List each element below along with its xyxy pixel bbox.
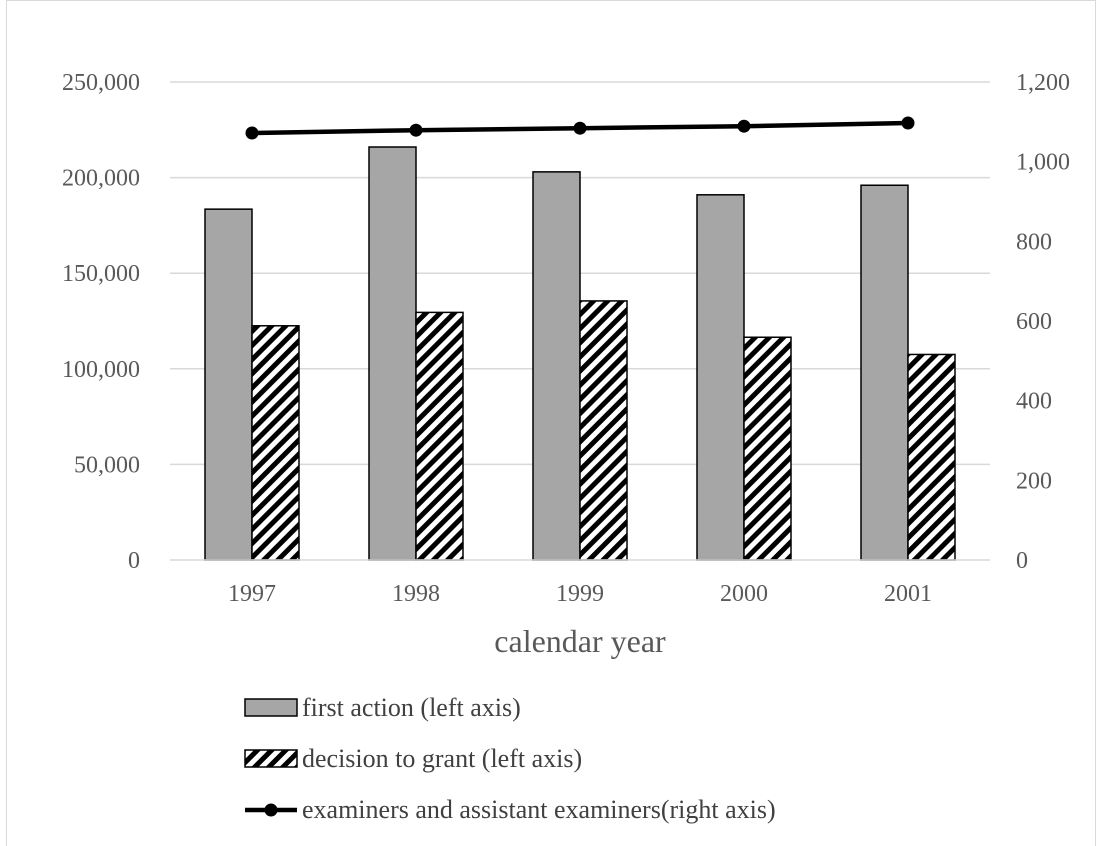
first-action-bar xyxy=(860,184,909,561)
examiners-point xyxy=(245,126,259,140)
right-axis-tick-label: 400 xyxy=(1016,389,1052,415)
right-axis-tick-label: 800 xyxy=(1016,229,1052,255)
right-axis-tick-label: 200 xyxy=(1016,468,1052,494)
decision-bar xyxy=(579,300,628,561)
examiners-point xyxy=(409,123,423,137)
legend-label: first action (left axis) xyxy=(302,693,521,722)
axes: 0 50,000 100,000 150,000 200,000 250,000 0 200 4… xyxy=(62,70,1070,607)
legend-swatch xyxy=(244,698,298,717)
left-axis-tick-label: 100,000 xyxy=(62,357,140,383)
left-axis-tick-label: 250,000 xyxy=(62,70,140,96)
first-action-bar xyxy=(368,146,417,561)
x-axis-tick-label: 1998 xyxy=(392,581,440,607)
right-axis-tick-label: 1,000 xyxy=(1016,150,1070,176)
x-axis-tick-label: 1999 xyxy=(556,581,604,607)
decision-bar xyxy=(907,353,956,561)
right-axis-tick-label: 600 xyxy=(1016,309,1052,335)
x-axis-tick-label: 1997 xyxy=(228,581,276,607)
examiners-point xyxy=(901,116,915,130)
decision-bar xyxy=(251,325,300,561)
x-axis-label: calendar year xyxy=(494,623,666,659)
right-axis-tick-label: 1,200 xyxy=(1016,70,1070,96)
legend-swatch xyxy=(244,749,298,768)
left-axis-tick-label: 0 xyxy=(128,548,140,574)
first-action-bar xyxy=(532,171,581,561)
examiners-point xyxy=(573,121,587,135)
first-action-bar xyxy=(204,208,253,561)
legend-label: examiners and assistant examiners(right … xyxy=(302,795,776,824)
left-axis-tick-label: 150,000 xyxy=(62,261,140,287)
chart-frame xyxy=(6,0,1096,846)
x-axis-tick-label: 2001 xyxy=(884,581,932,607)
first-action-bar xyxy=(696,194,745,561)
examiners-point xyxy=(737,119,751,133)
bars xyxy=(204,146,956,561)
legend-label: decision to grant (left axis) xyxy=(302,744,582,773)
left-axis-tick-label: 50,000 xyxy=(74,452,140,478)
decision-bar xyxy=(743,336,792,561)
x-axis-tick-label: 2000 xyxy=(720,581,768,607)
line-series xyxy=(245,116,915,140)
decision-bar xyxy=(415,311,464,561)
legend-swatch-marker xyxy=(264,803,278,817)
left-axis-tick-label: 200,000 xyxy=(62,166,140,192)
legend: first action (left axis) decision to gran… xyxy=(244,693,776,824)
right-axis-tick-label: 0 xyxy=(1016,548,1028,574)
